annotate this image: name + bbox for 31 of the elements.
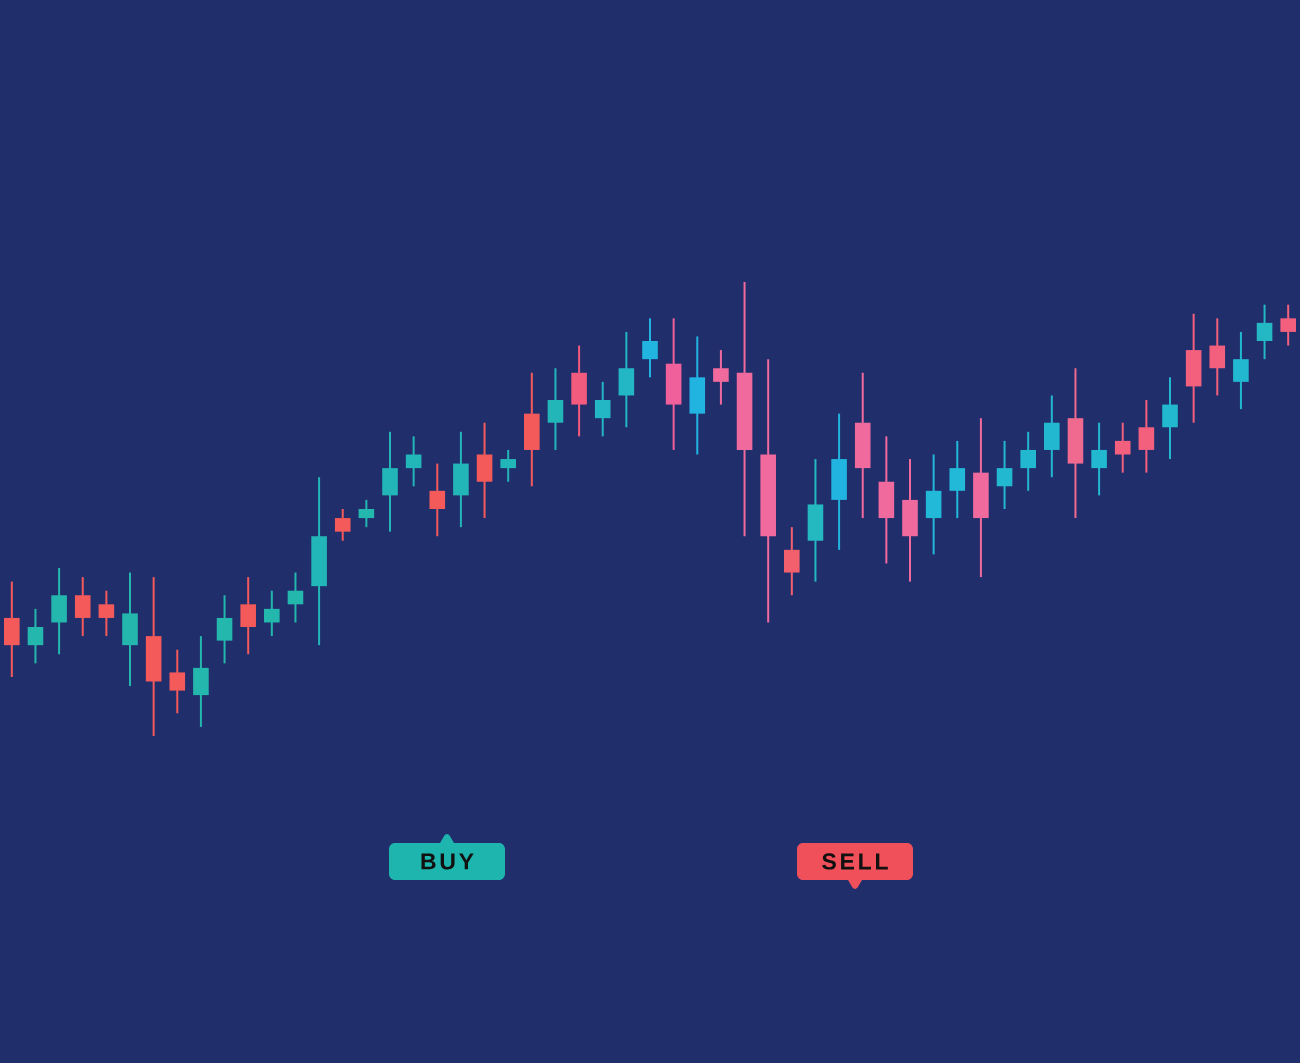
candlestick [996, 439, 1013, 510]
candlestick [1209, 317, 1226, 397]
candlestick [1138, 399, 1155, 474]
candlestick [1091, 421, 1107, 497]
candlestick [1162, 376, 1178, 461]
candlestick [169, 648, 186, 715]
candlestick [264, 589, 280, 638]
candlestick [713, 349, 729, 406]
candlestick [98, 589, 115, 638]
candlestick [240, 576, 256, 656]
candlestick [1256, 303, 1273, 361]
candlestick [547, 367, 564, 451]
candlestick [358, 498, 375, 529]
candlestick [429, 462, 446, 538]
candlestick [405, 435, 422, 488]
candlestick [1280, 303, 1296, 347]
candlestick [1233, 330, 1249, 411]
candlestick [287, 571, 304, 624]
candlestick [334, 507, 351, 542]
candlestick [1020, 430, 1036, 492]
candlestick [594, 380, 611, 438]
candlestick [216, 594, 233, 665]
candlestick [74, 576, 91, 638]
text: BUY [421, 853, 474, 870]
candlestick [1114, 421, 1131, 474]
candlestick [27, 607, 44, 665]
candlestick [642, 317, 658, 379]
text: SELL [822, 853, 888, 870]
candlestick [949, 439, 966, 520]
candlestick [500, 448, 516, 483]
candlestick [784, 526, 800, 597]
